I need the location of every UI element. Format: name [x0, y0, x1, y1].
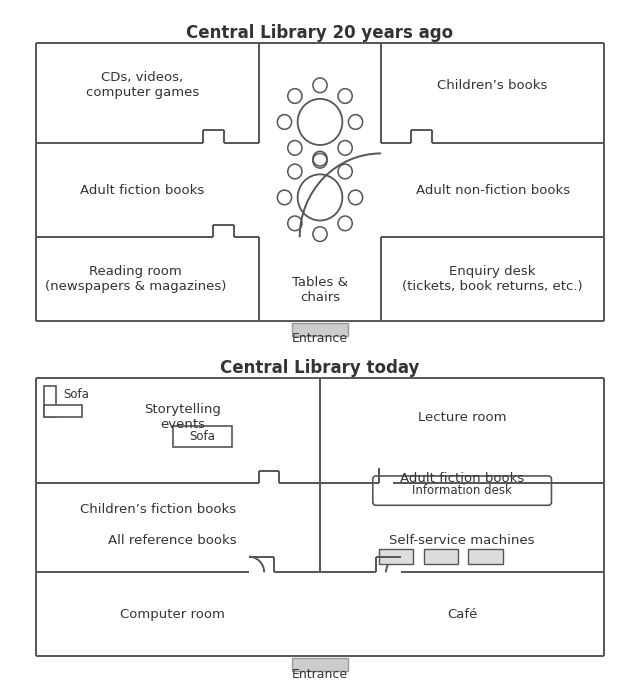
FancyBboxPatch shape — [372, 476, 552, 505]
Text: Lecture room: Lecture room — [418, 410, 506, 424]
FancyBboxPatch shape — [468, 549, 503, 564]
Text: Storytelling
events: Storytelling events — [145, 404, 221, 431]
FancyBboxPatch shape — [44, 405, 83, 417]
Text: Sofa: Sofa — [189, 430, 215, 443]
Text: Reading room
(newspapers & magazines): Reading room (newspapers & magazines) — [45, 265, 226, 293]
Text: Computer room: Computer room — [120, 608, 225, 621]
FancyBboxPatch shape — [292, 323, 348, 336]
Text: Central Library today: Central Library today — [220, 359, 420, 377]
Text: CDs, videos,
computer games: CDs, videos, computer games — [86, 71, 199, 100]
Text: Self-service machines: Self-service machines — [389, 534, 535, 547]
Text: Café: Café — [447, 608, 477, 621]
Text: Entrance: Entrance — [292, 668, 348, 681]
Text: All reference books: All reference books — [109, 534, 237, 547]
Text: Adult fiction books: Adult fiction books — [80, 184, 204, 196]
FancyBboxPatch shape — [173, 426, 232, 446]
Text: Adult non-fiction books: Adult non-fiction books — [415, 184, 570, 196]
Text: Children’s books: Children’s books — [437, 79, 548, 92]
Text: Sofa: Sofa — [63, 388, 90, 401]
Text: Entrance: Entrance — [292, 332, 348, 346]
FancyBboxPatch shape — [292, 659, 348, 671]
Text: Enquiry desk
(tickets, book returns, etc.): Enquiry desk (tickets, book returns, etc… — [403, 265, 583, 293]
FancyBboxPatch shape — [424, 549, 458, 564]
Text: Adult fiction books: Adult fiction books — [400, 471, 524, 484]
Text: Tables &
chairs: Tables & chairs — [292, 276, 348, 303]
Text: Central Library 20 years ago: Central Library 20 years ago — [186, 24, 454, 42]
Text: Information desk: Information desk — [412, 484, 512, 497]
Text: Children’s fiction books: Children’s fiction books — [79, 503, 236, 516]
FancyBboxPatch shape — [379, 549, 413, 564]
FancyBboxPatch shape — [44, 386, 56, 417]
